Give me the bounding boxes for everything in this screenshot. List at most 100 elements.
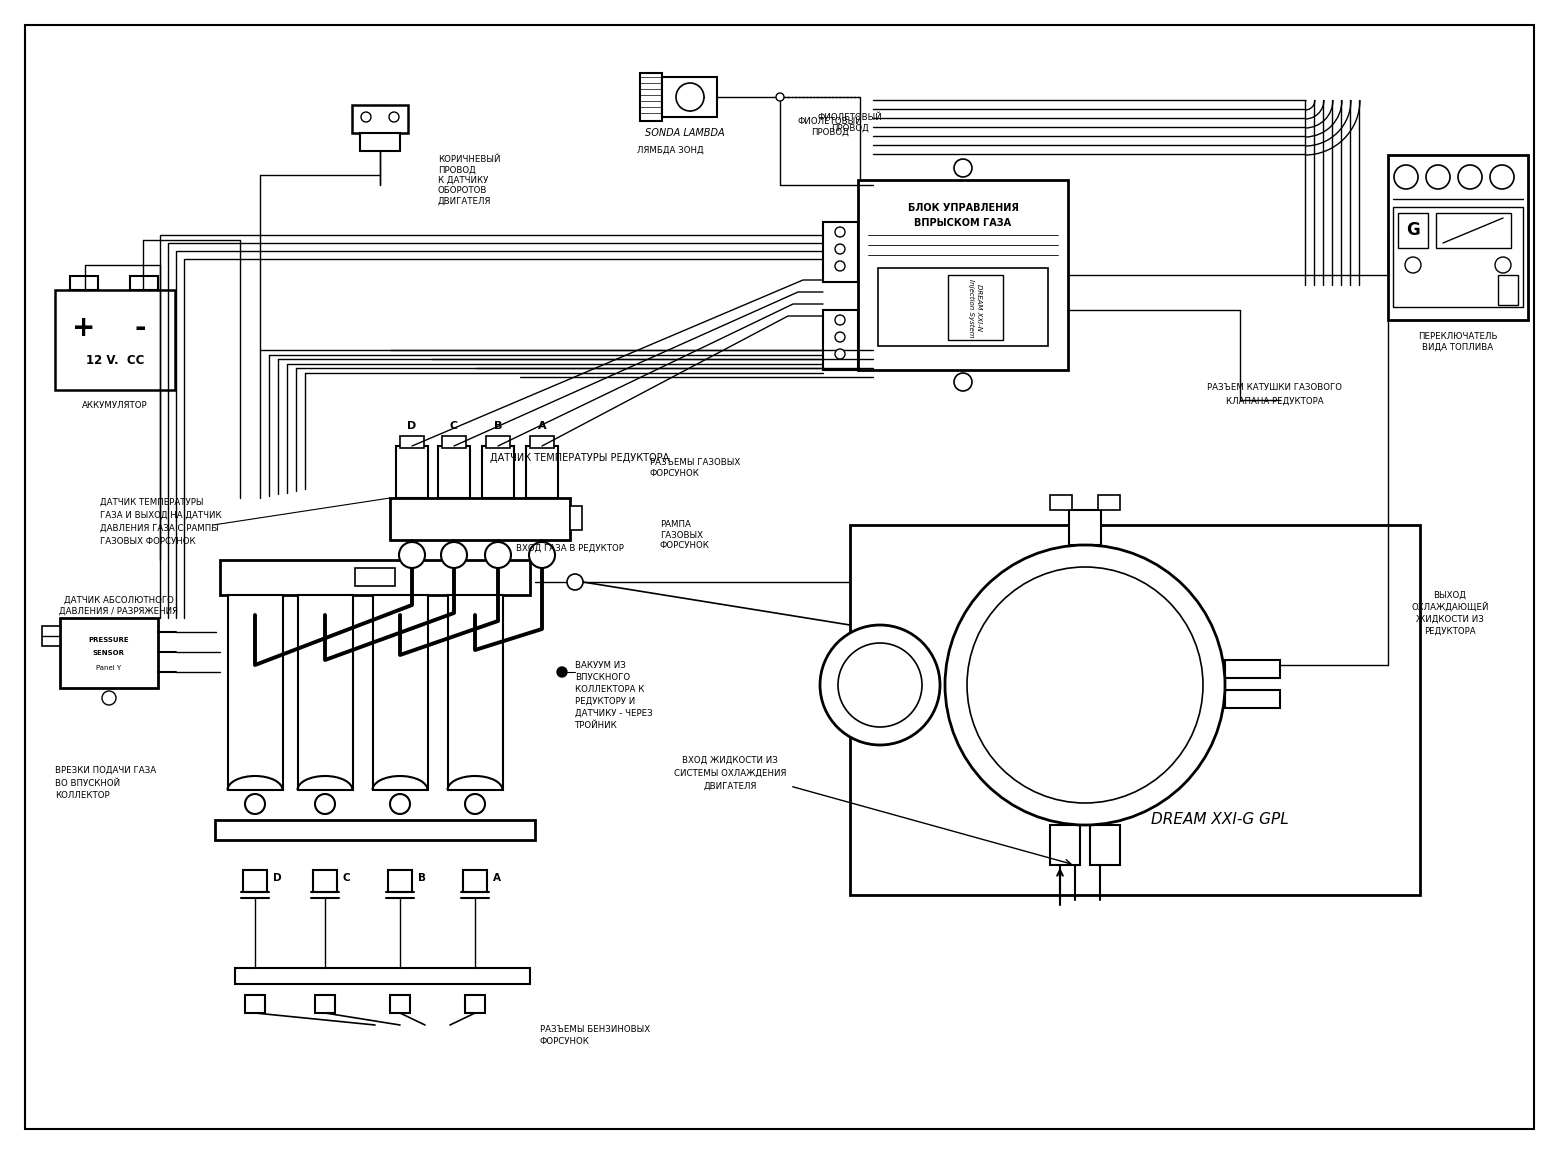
Circle shape [967,567,1204,803]
Circle shape [836,349,845,359]
Text: ВХОД ГАЗА В РЕДУКТОР: ВХОД ГАЗА В РЕДУКТОР [516,544,624,553]
Circle shape [677,83,705,111]
Text: КОЛЛЕКТОР: КОЛЛЕКТОР [55,792,109,801]
Circle shape [954,159,971,177]
Text: РАЗЪЕМ КАТУШКИ ГАЗОВОГО: РАЗЪЕМ КАТУШКИ ГАЗОВОГО [1208,383,1342,392]
Circle shape [557,667,567,677]
Bar [388,870,412,892]
Bar [486,436,510,448]
Bar [390,995,410,1013]
Bar [641,73,663,121]
Text: РАМПА
ГАЗОВЫХ
ФОРСУНОК: РАМПА ГАЗОВЫХ ФОРСУНОК [659,520,709,550]
Text: КЛАПАНА РЕДУКТОРА: КЛАПАНА РЕДУКТОРА [1227,397,1324,405]
Bar [463,870,486,892]
Bar [42,625,59,646]
Circle shape [836,227,845,237]
Bar [447,595,504,790]
Bar [438,445,469,499]
Bar [850,525,1420,896]
Circle shape [836,332,845,342]
Text: DREAM XXI-N
Injection System: DREAM XXI-N Injection System [968,278,982,337]
Text: ЛЯМБДА ЗОНД: ЛЯМБДА ЗОНД [636,145,703,155]
Text: ПЕРЕКЛЮЧАТЕЛЬ
ВИДА ТОПЛИВА: ПЕРЕКЛЮЧАТЕЛЬ ВИДА ТОПЛИВА [1419,332,1498,352]
Text: АККУМУЛЯТОР: АККУМУЛЯТОР [83,402,148,411]
Bar [1394,207,1523,307]
Circle shape [399,542,426,568]
Text: 12 V.  CC: 12 V. CC [86,353,143,367]
Text: ОХЛАЖДАЮЩЕЙ: ОХЛАЖДАЮЩЕЙ [1411,602,1489,612]
Text: ВРЕЗКИ ПОДАЧИ ГАЗА: ВРЕЗКИ ПОДАЧИ ГАЗА [55,765,156,774]
Bar [245,995,265,1013]
Circle shape [1394,165,1419,189]
Bar [1225,660,1280,679]
Circle shape [1495,257,1511,273]
Circle shape [945,545,1225,825]
Text: ВО ВПУСКНОЙ: ВО ВПУСКНОЙ [55,779,120,787]
Bar [55,290,175,390]
Text: РЕДУКТОРА: РЕДУКТОРА [1425,627,1476,636]
Bar [70,276,98,290]
Text: ДАВЛЕНИЯ ГАЗА С РАМПЫ: ДАВЛЕНИЯ ГАЗА С РАМПЫ [100,524,218,533]
Circle shape [245,794,265,814]
Circle shape [954,373,971,391]
Text: ФОРСУНОК: ФОРСУНОК [539,1037,589,1047]
Circle shape [1458,165,1483,189]
Bar [315,995,335,1013]
Circle shape [1490,165,1514,189]
Text: ФИОЛЕТОВЫЙ
ПРОВОД: ФИОЛЕТОВЫЙ ПРОВОД [798,118,862,136]
Circle shape [362,112,371,122]
Bar [235,968,530,984]
Text: РЕДУКТОРУ И: РЕДУКТОРУ И [575,697,635,705]
Text: DREAM XXI-G GPL: DREAM XXI-G GPL [1151,812,1289,827]
Bar [355,568,394,586]
Circle shape [465,794,485,814]
Bar [1069,510,1101,545]
Bar [823,310,857,370]
Text: ФИОЛЕТОВЫЙ
ПРОВОД: ФИОЛЕТОВЫЙ ПРОВОД [817,113,882,133]
Circle shape [776,93,784,102]
Text: SONDA LAMBDA: SONDA LAMBDA [645,128,725,138]
Bar [482,445,514,499]
Circle shape [101,691,115,705]
Bar [948,275,1002,340]
Text: КОЛЛЕКТОРА К: КОЛЛЕКТОРА К [575,684,644,694]
Bar [298,595,352,790]
Text: ТРОЙНИК: ТРОЙНИК [575,720,617,729]
Bar [823,222,857,282]
Bar [1098,495,1119,510]
Bar [663,77,717,117]
Text: +: + [72,314,95,342]
Bar [443,436,466,448]
Circle shape [441,542,468,568]
Text: СИСТЕМЫ ОХЛАЖДЕНИЯ: СИСТЕМЫ ОХЛАЖДЕНИЯ [673,769,786,778]
Circle shape [390,794,410,814]
Bar [465,995,485,1013]
Bar [1436,213,1511,248]
Circle shape [839,643,921,727]
Text: РАЗЪЕМЫ БЕНЗИНОВЫХ: РАЗЪЕМЫ БЕНЗИНОВЫХ [539,1026,650,1034]
Bar [1225,690,1280,709]
Text: D: D [273,872,282,883]
Bar [530,436,553,448]
Text: БЛОК УПРАВЛЕНИЯ: БЛОК УПРАВЛЕНИЯ [907,203,1018,213]
Bar [396,445,429,499]
Bar [390,499,571,540]
Bar [857,180,1068,370]
Bar [243,870,267,892]
Circle shape [836,243,845,254]
Bar [220,560,530,595]
Bar [215,820,535,840]
Text: ДАТЧИК ТЕМПЕРАТУРЫ: ДАТЧИК ТЕМПЕРАТУРЫ [100,499,204,507]
Circle shape [836,315,845,325]
Circle shape [820,625,940,745]
Circle shape [315,794,335,814]
Text: ДАВЛЕНИЯ / РАЗРЯЖЕНИЯ: ДАВЛЕНИЯ / РАЗРЯЖЕНИЯ [59,607,178,615]
Bar [1051,495,1073,510]
Bar [313,870,337,892]
Text: B: B [494,421,502,430]
Text: ГАЗОВЫХ ФОРСУНОК: ГАЗОВЫХ ФОРСУНОК [100,537,195,546]
Text: G: G [1406,222,1420,239]
Text: ДВИГАТЕЛЯ: ДВИГАТЕЛЯ [703,781,756,790]
Bar [360,133,401,151]
Text: ДАТЧИКУ - ЧЕРЕЗ: ДАТЧИКУ - ЧЕРЕЗ [575,709,653,718]
